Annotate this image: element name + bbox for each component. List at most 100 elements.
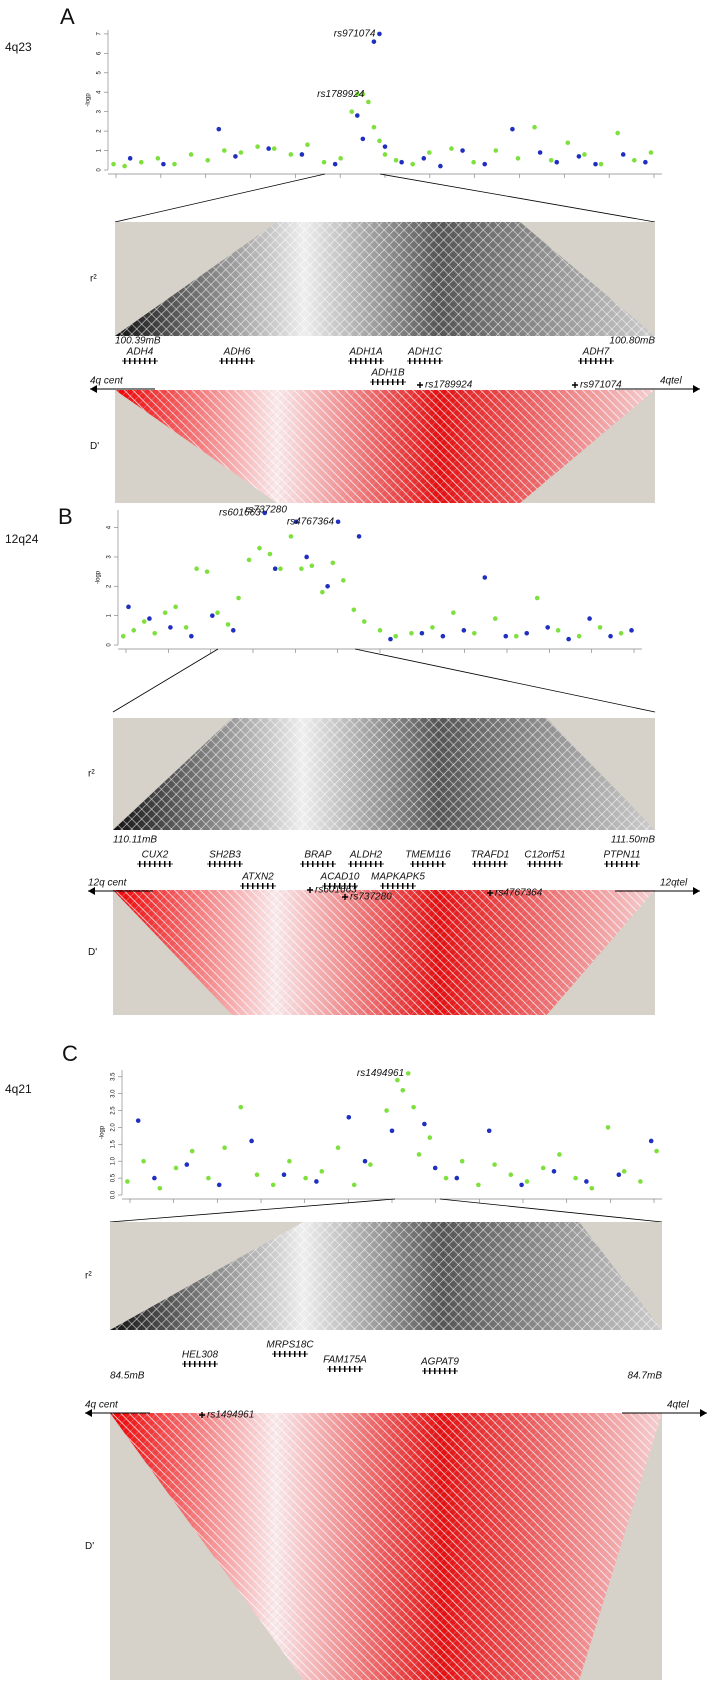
snp-point bbox=[482, 575, 488, 580]
arrow-head bbox=[90, 385, 97, 393]
snp-point bbox=[432, 1165, 438, 1171]
gene-exon bbox=[380, 358, 382, 364]
snp-point bbox=[262, 510, 268, 516]
snp-point bbox=[238, 150, 244, 155]
snp-point bbox=[138, 159, 144, 165]
gene-label: ADH6 bbox=[223, 347, 251, 358]
snp-point bbox=[503, 633, 509, 639]
snp-point bbox=[576, 154, 582, 159]
snp-point bbox=[618, 630, 624, 636]
gene-exon bbox=[382, 883, 384, 889]
gene-exon bbox=[144, 861, 146, 867]
snp-point bbox=[573, 1175, 578, 1181]
gene-exon bbox=[252, 883, 254, 889]
panel-letter: C bbox=[62, 1041, 78, 1066]
gene-exon bbox=[559, 861, 561, 867]
gene-exon bbox=[209, 1361, 211, 1367]
snp-point bbox=[281, 1172, 287, 1178]
gene-exon bbox=[529, 861, 531, 867]
right-arm: 4qtel bbox=[660, 376, 682, 387]
snp-point bbox=[411, 1104, 416, 1110]
d-prime-label: D' bbox=[85, 1541, 94, 1552]
gene-exon bbox=[479, 861, 481, 867]
gene-exon bbox=[370, 358, 372, 364]
snp-point bbox=[172, 161, 177, 167]
snp-point bbox=[388, 636, 393, 642]
snp-label: rs4767364 bbox=[495, 888, 543, 899]
snp-point bbox=[584, 1179, 589, 1184]
gene-exon bbox=[402, 379, 404, 385]
snp-point bbox=[230, 628, 236, 633]
snp-point bbox=[557, 1152, 562, 1157]
snp-annotation: rs1494961 bbox=[357, 1068, 404, 1079]
snp-point bbox=[422, 1121, 427, 1127]
gene-exon bbox=[375, 861, 377, 867]
gene-exon bbox=[189, 1361, 191, 1367]
snp-point bbox=[587, 616, 592, 621]
gene-label: ADH4 bbox=[126, 347, 154, 358]
gene-exon bbox=[442, 861, 444, 867]
gene-exon bbox=[365, 358, 367, 364]
gene-exon bbox=[317, 861, 319, 867]
snp-point bbox=[325, 584, 330, 589]
y-tick-label: 2 bbox=[107, 584, 113, 588]
gene-label: ADH1C bbox=[407, 347, 443, 358]
snp-point bbox=[351, 1182, 357, 1188]
gene-label: BRAP bbox=[304, 850, 332, 861]
gene-exon bbox=[149, 358, 151, 364]
gene-exon bbox=[307, 861, 309, 867]
y-tick-label: 3 bbox=[97, 109, 103, 113]
snp-point bbox=[593, 161, 598, 167]
arrow-head bbox=[693, 385, 700, 393]
snp-point bbox=[168, 625, 173, 630]
gene-exon bbox=[224, 861, 226, 867]
snp-annotation: rs4767364 bbox=[287, 516, 335, 527]
gene-exon bbox=[432, 861, 434, 867]
y-axis-title: -logp bbox=[100, 1125, 106, 1139]
gene-exon bbox=[144, 358, 146, 364]
snp-point bbox=[305, 142, 310, 148]
snp-point bbox=[510, 126, 515, 132]
gene-label: CUX2 bbox=[142, 850, 169, 861]
snp-point bbox=[321, 159, 327, 165]
gene-exon bbox=[439, 1368, 441, 1374]
gene-label: MAPKAPK5 bbox=[371, 872, 425, 883]
snp-point bbox=[438, 163, 443, 169]
gene-exon bbox=[454, 1368, 456, 1374]
snp-point bbox=[632, 157, 637, 163]
snp-point bbox=[293, 519, 299, 525]
gene-exon bbox=[605, 358, 607, 364]
snp-point bbox=[405, 1071, 411, 1076]
snp-point bbox=[335, 1145, 341, 1151]
snp-point bbox=[304, 554, 309, 560]
arrow-head bbox=[700, 1409, 707, 1417]
y-tick-label: 2.5 bbox=[111, 1106, 117, 1115]
snp-point bbox=[204, 569, 210, 574]
snp-point bbox=[257, 545, 262, 551]
gene-exon bbox=[377, 379, 379, 385]
gene-exon bbox=[251, 358, 253, 364]
y-tick-label: 6 bbox=[97, 51, 103, 55]
y-tick-label: 4 bbox=[97, 90, 103, 94]
gene-exon bbox=[355, 358, 357, 364]
snp-point bbox=[330, 560, 336, 566]
gene-label: TRAFD1 bbox=[471, 850, 510, 861]
gene-exon bbox=[329, 1366, 331, 1372]
gene-exon bbox=[214, 861, 216, 867]
gene-exon bbox=[169, 861, 171, 867]
gene-exon bbox=[344, 883, 346, 889]
r2-label: r² bbox=[88, 769, 95, 780]
zoom-line bbox=[439, 1198, 663, 1223]
gene-exon bbox=[380, 861, 382, 867]
snp-point bbox=[162, 610, 168, 616]
snp-point bbox=[210, 613, 215, 618]
snp-point bbox=[288, 152, 294, 157]
snp-point bbox=[461, 628, 467, 633]
snp-point bbox=[360, 136, 366, 142]
zoom-line bbox=[354, 648, 656, 713]
gene-label: ATXN2 bbox=[241, 872, 274, 883]
gene-exon bbox=[231, 358, 233, 364]
gene-exon bbox=[279, 1351, 281, 1357]
gene-exon bbox=[489, 861, 491, 867]
gene-exon bbox=[554, 861, 556, 867]
